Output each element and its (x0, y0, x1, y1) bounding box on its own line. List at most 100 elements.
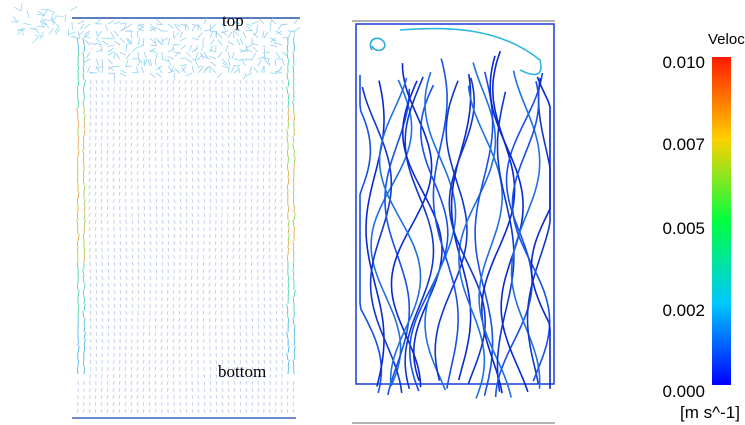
vector-arrow (221, 408, 224, 413)
vector-arrow (217, 51, 223, 58)
vector-arrow (209, 163, 212, 168)
vector-arrow (287, 227, 290, 235)
vector-arrow (257, 373, 260, 378)
vector-arrow (227, 114, 230, 119)
vector-arrow (160, 331, 163, 336)
vector-arrow (293, 18, 299, 25)
vector-arrow (142, 380, 145, 385)
vector-arrow (173, 212, 176, 217)
vector-arrow (107, 310, 110, 315)
vector-arrow (215, 121, 218, 126)
vector-arrow (239, 380, 242, 385)
vector-arrow (196, 310, 199, 315)
vector-arrow (100, 191, 103, 196)
vector-arrow (83, 318, 86, 326)
vector-arrow (197, 401, 200, 406)
vector-arrow (245, 114, 248, 119)
vector-arrow (274, 212, 277, 217)
vector-arrow (166, 114, 169, 119)
vector-arrow (209, 45, 214, 53)
vector-arrow (233, 366, 236, 371)
vector-arrow (256, 261, 259, 267)
vector-arrow (95, 79, 98, 84)
vector-arrow (185, 58, 193, 63)
vector-arrow (119, 289, 122, 294)
vector-arrow (148, 149, 151, 155)
vector-arrow (293, 290, 296, 298)
vector-arrow (203, 55, 211, 60)
vector-arrow (286, 408, 289, 413)
vector-arrow (136, 373, 139, 378)
vector-arrow (214, 289, 217, 294)
vector-arrow (166, 317, 169, 322)
vector-arrow (194, 59, 199, 67)
vector-arrow (142, 401, 145, 406)
vector-arrow (287, 387, 289, 393)
vector-arrow (269, 86, 272, 91)
vector-arrow (202, 275, 205, 280)
vector-arrow (184, 310, 187, 315)
vector-arrow (197, 142, 200, 147)
vector-arrow (76, 366, 79, 375)
vector-arrow (106, 401, 109, 406)
vector-arrow (167, 191, 170, 196)
vector-arrow (125, 268, 128, 273)
vector-arrow (244, 261, 247, 266)
vector-arrow (292, 408, 295, 413)
vector-arrow (173, 32, 180, 39)
vector-arrow (239, 37, 244, 45)
vector-arrow (215, 184, 218, 189)
vector-arrow (113, 254, 116, 259)
vector-arrow (191, 24, 196, 32)
vector-arrow (155, 254, 158, 259)
vector-arrow (268, 163, 271, 169)
vector-arrow (143, 79, 145, 85)
vector-arrow (209, 401, 212, 406)
vector-arrow (172, 338, 175, 343)
vector-arrow (233, 149, 236, 154)
vector-arrow (166, 366, 169, 371)
vector-arrow (155, 27, 163, 32)
vector-arrow (130, 394, 133, 399)
vector-arrow (214, 282, 217, 287)
vector-arrow (286, 52, 289, 60)
vector-arrow (88, 219, 91, 224)
vector-arrow (239, 142, 242, 147)
vector-arrow (130, 156, 133, 161)
vector-arrow (275, 51, 281, 59)
vector-arrow (262, 247, 265, 253)
vector-arrow (214, 310, 217, 315)
vector-arrow (100, 156, 103, 161)
vector-arrow (225, 44, 229, 52)
vector-arrow (119, 37, 126, 44)
vector-arrow (281, 58, 286, 66)
vector-arrow (262, 212, 265, 217)
vector-arrow (149, 205, 152, 211)
vector-arrow (246, 25, 253, 32)
vector-arrow (181, 67, 187, 74)
vector-arrow (215, 170, 218, 175)
vector-arrow (101, 261, 103, 267)
vector-arrow (130, 366, 133, 371)
vector-arrow (88, 212, 91, 217)
vector-arrow (122, 23, 127, 31)
vector-arrow (149, 254, 152, 259)
vector-arrow (137, 25, 144, 32)
vector-arrow (137, 268, 140, 273)
vector-arrow (281, 233, 283, 239)
vector-arrow (137, 212, 139, 218)
vector-arrow (245, 128, 248, 133)
vector-arrow (161, 58, 169, 62)
vector-arrow (142, 373, 145, 378)
vector-arrow (101, 219, 103, 225)
vector-arrow (82, 156, 85, 165)
vector-arrow (250, 247, 253, 252)
vector-arrow (118, 401, 121, 406)
vector-arrow (125, 233, 128, 239)
vector-arrow (221, 366, 224, 371)
vector-arrow (149, 226, 152, 231)
vector-arrow (239, 86, 242, 91)
vector-arrow (280, 205, 283, 210)
vector-arrow (286, 129, 289, 137)
vector-arrow (161, 226, 164, 231)
